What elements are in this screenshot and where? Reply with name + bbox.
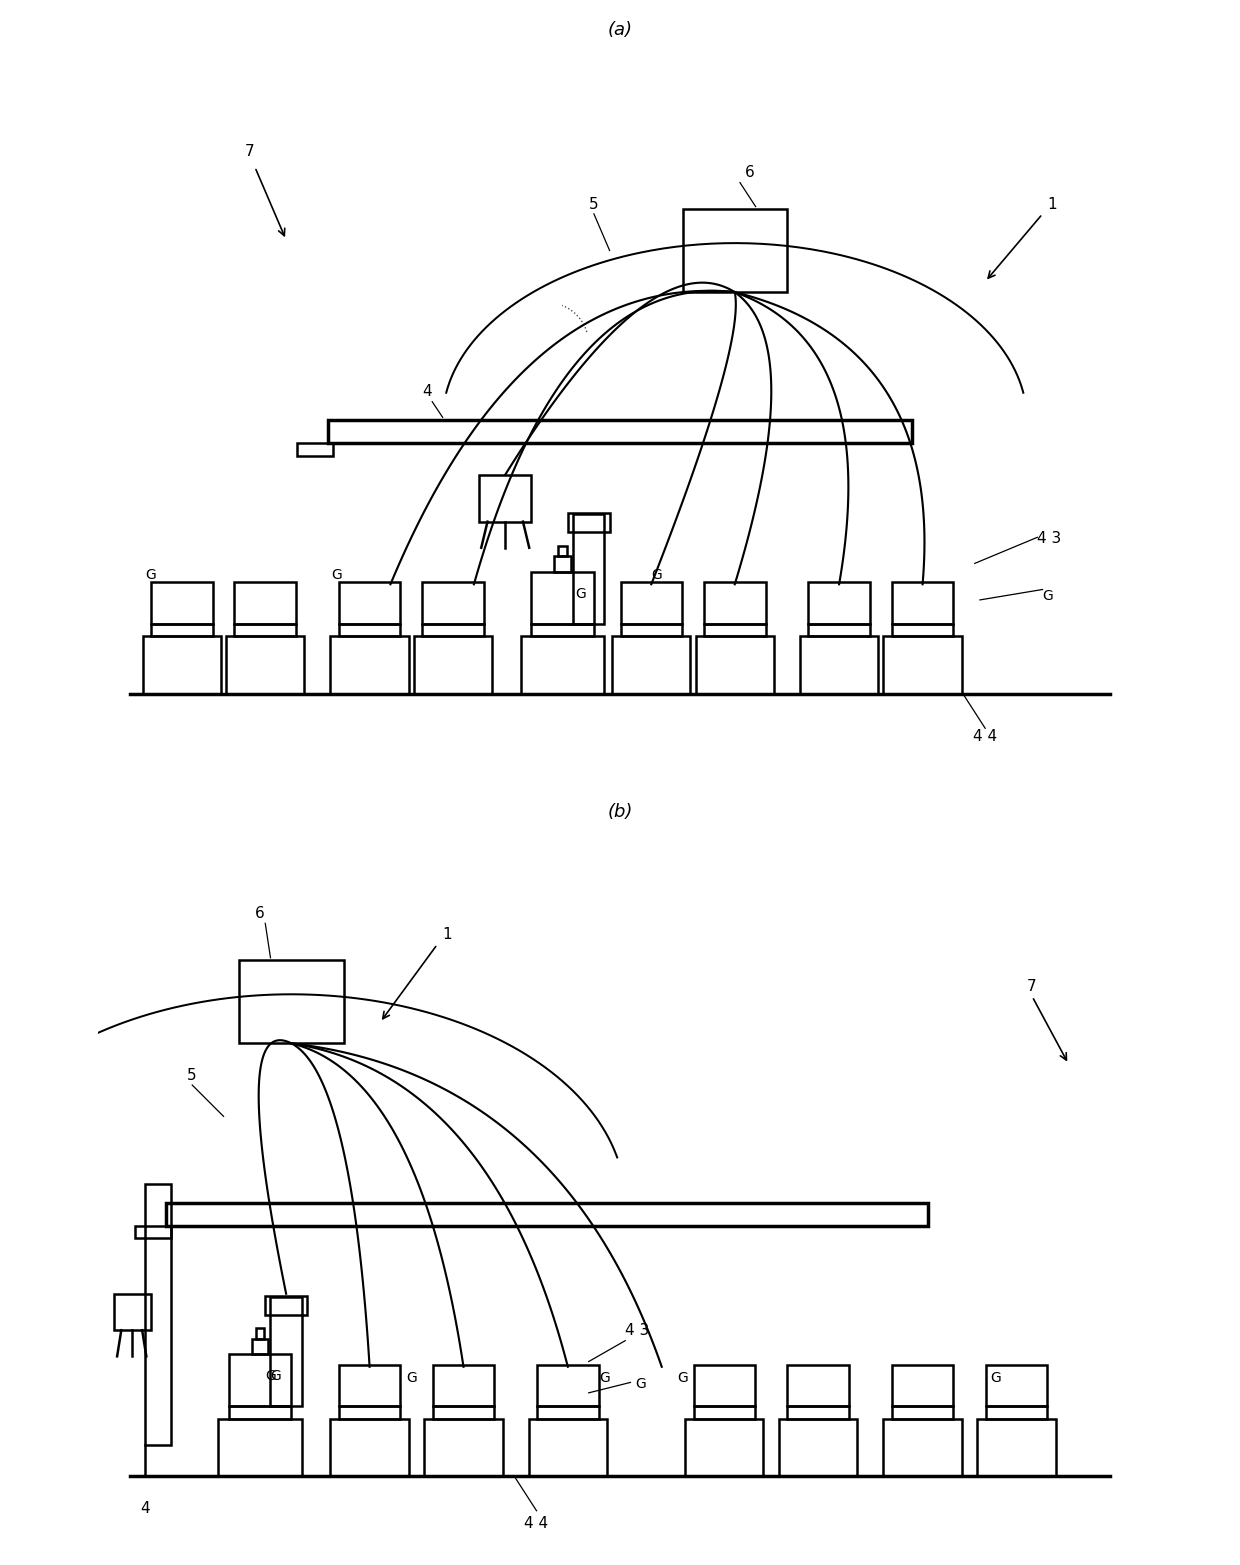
Bar — [135, 1225, 171, 1238]
Bar — [531, 624, 594, 637]
Bar — [424, 1419, 502, 1476]
Text: 4: 4 — [422, 385, 432, 399]
Text: 1: 1 — [443, 926, 453, 942]
Bar — [423, 582, 484, 624]
Bar — [331, 637, 409, 693]
Bar — [573, 515, 604, 624]
Bar — [986, 1407, 1048, 1419]
Bar — [787, 1365, 849, 1407]
Bar — [114, 1294, 150, 1330]
Bar — [151, 624, 212, 637]
Bar — [528, 1419, 606, 1476]
Bar — [986, 1365, 1048, 1407]
Text: G: G — [599, 1371, 610, 1385]
Text: G: G — [265, 1369, 277, 1383]
Bar — [892, 624, 954, 637]
Bar — [339, 1365, 401, 1407]
Bar — [433, 1407, 495, 1419]
Bar — [808, 582, 870, 624]
Text: G: G — [636, 1377, 646, 1391]
Text: G: G — [1043, 588, 1053, 603]
Bar — [892, 1365, 954, 1407]
Bar — [892, 582, 954, 624]
Bar — [704, 582, 765, 624]
Bar — [693, 1407, 755, 1419]
Bar — [800, 637, 878, 693]
Text: 7: 7 — [1027, 980, 1037, 994]
Bar — [883, 1419, 962, 1476]
Text: G: G — [991, 1371, 1001, 1385]
Bar — [620, 582, 682, 624]
Bar — [252, 1338, 268, 1354]
Bar — [779, 1419, 857, 1476]
Bar — [234, 624, 296, 637]
Text: (a): (a) — [608, 20, 632, 39]
Text: G: G — [145, 568, 156, 582]
Bar — [554, 556, 570, 571]
Text: 5: 5 — [589, 197, 599, 211]
Bar — [339, 624, 401, 637]
Bar — [145, 1185, 171, 1444]
Bar — [234, 582, 296, 624]
Text: 1: 1 — [1048, 197, 1058, 211]
Bar — [537, 1365, 599, 1407]
Bar — [558, 546, 567, 556]
Bar — [521, 637, 604, 693]
Bar — [686, 1419, 764, 1476]
Bar — [339, 582, 401, 624]
Bar — [892, 1407, 954, 1419]
Bar — [265, 1296, 308, 1315]
Bar — [883, 637, 962, 693]
Bar — [613, 637, 691, 693]
Bar — [537, 1407, 599, 1419]
Text: G: G — [651, 568, 662, 582]
Bar — [433, 1365, 495, 1407]
Text: 5: 5 — [187, 1067, 197, 1083]
Bar — [226, 637, 304, 693]
Bar — [218, 1419, 301, 1476]
Bar — [228, 1354, 291, 1407]
Bar — [693, 1365, 755, 1407]
Bar — [682, 208, 787, 293]
Bar — [787, 1407, 849, 1419]
Bar — [808, 624, 870, 637]
Bar — [479, 474, 531, 521]
Bar — [270, 1297, 301, 1407]
Text: 6: 6 — [255, 906, 265, 922]
Text: 7: 7 — [244, 144, 254, 160]
Bar — [327, 421, 913, 443]
Text: G: G — [677, 1371, 688, 1385]
Bar — [331, 1419, 409, 1476]
Text: (b): (b) — [608, 803, 632, 822]
Bar — [255, 1329, 264, 1338]
Text: 4 4: 4 4 — [525, 1516, 548, 1532]
Bar — [151, 582, 212, 624]
Bar — [977, 1419, 1055, 1476]
Text: G: G — [331, 568, 341, 582]
Bar — [620, 624, 682, 637]
Text: 4 4: 4 4 — [973, 729, 997, 743]
Bar — [423, 624, 484, 637]
Text: 4 3: 4 3 — [1038, 531, 1061, 546]
Bar — [414, 637, 492, 693]
Bar — [228, 1407, 291, 1419]
Bar — [339, 1407, 401, 1419]
Bar — [239, 959, 343, 1044]
Bar — [696, 637, 774, 693]
Bar — [531, 571, 594, 624]
Text: G: G — [270, 1369, 281, 1383]
Bar — [143, 637, 221, 693]
Text: 4: 4 — [140, 1501, 150, 1516]
Text: 6: 6 — [745, 166, 755, 180]
Bar — [568, 513, 610, 532]
Text: G: G — [575, 587, 585, 601]
Bar — [704, 624, 765, 637]
Text: 4 3: 4 3 — [625, 1324, 650, 1338]
Bar — [296, 443, 334, 455]
Text: G: G — [407, 1371, 417, 1385]
Bar — [166, 1203, 928, 1225]
